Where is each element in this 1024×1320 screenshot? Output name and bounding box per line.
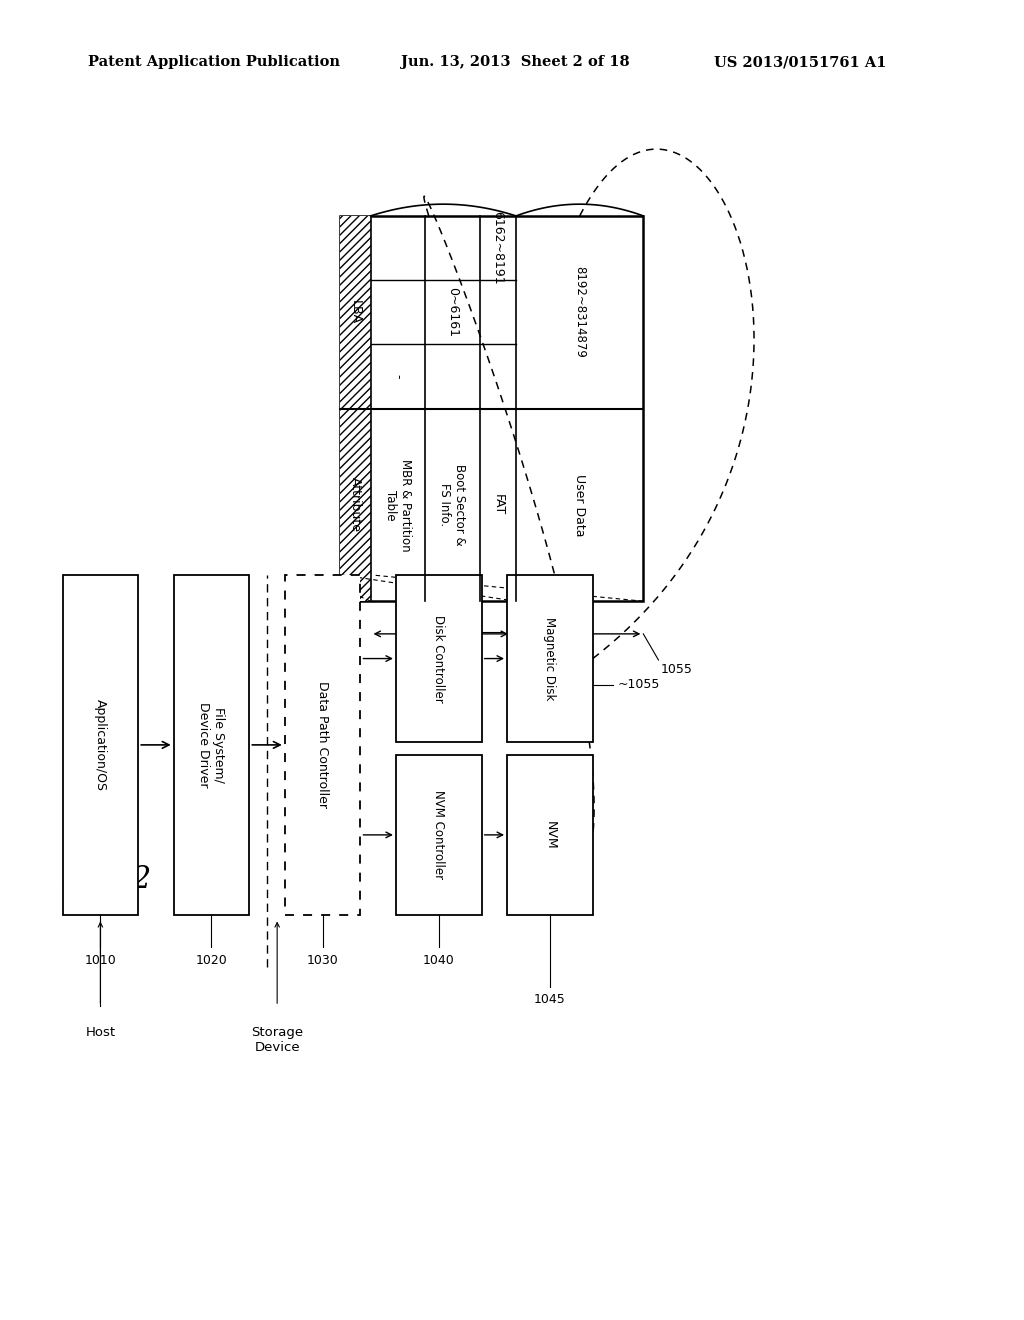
Bar	[507, 576, 593, 742]
Text: Application/OS: Application/OS	[94, 698, 106, 791]
Text: MBR & Partition
Table: MBR & Partition Table	[384, 458, 412, 552]
Text: User
Area: User Area	[565, 644, 594, 672]
Bar	[62, 576, 138, 915]
Text: 1020: 1020	[196, 954, 227, 966]
Text: Jun. 13, 2013  Sheet 2 of 18: Jun. 13, 2013 Sheet 2 of 18	[400, 55, 630, 69]
Text: ~1055: ~1055	[618, 678, 660, 692]
Text: Patent Application Publication: Patent Application Publication	[88, 55, 340, 69]
Text: 1010: 1010	[85, 954, 117, 966]
Bar	[340, 216, 643, 601]
Text: Attribute: Attribute	[349, 478, 361, 532]
Bar	[340, 216, 371, 601]
Text: NVM Controller: NVM Controller	[432, 791, 445, 879]
Text: US 2013/0151761 A1: US 2013/0151761 A1	[714, 55, 887, 69]
Text: FAT: FAT	[492, 494, 505, 516]
Text: -: -	[391, 374, 404, 379]
Text: 0~6161: 0~6161	[445, 288, 459, 337]
Text: Disk Controller: Disk Controller	[432, 615, 445, 702]
Text: Boot Sector &
FS Info.: Boot Sector & FS Info.	[438, 465, 466, 545]
Text: Data Path Controller: Data Path Controller	[316, 681, 329, 808]
Text: NVM: NVM	[544, 821, 556, 849]
Text: 1045: 1045	[534, 993, 565, 1006]
Bar	[285, 576, 360, 915]
Bar	[507, 755, 593, 915]
Text: Magnetic Disk: Magnetic Disk	[544, 616, 556, 700]
Text: LBA: LBA	[349, 300, 361, 325]
Text: User Data: User Data	[573, 474, 586, 536]
Bar	[396, 576, 481, 742]
Text: 8192~8314879: 8192~8314879	[573, 267, 586, 358]
Text: Storage
Device: Storage Device	[251, 1026, 303, 1053]
Text: 6162~8191: 6162~8191	[492, 211, 505, 285]
Text: Host: Host	[85, 1026, 116, 1039]
Text: File System/
Device Driver: File System/ Device Driver	[198, 702, 225, 788]
Text: Fig. 2: Fig. 2	[62, 865, 152, 895]
Text: ~1050: ~1050	[507, 626, 549, 639]
Bar	[396, 755, 481, 915]
Text: 1055: 1055	[660, 663, 692, 676]
Text: System
Area: System Area	[420, 644, 467, 672]
Bar	[174, 576, 250, 915]
Text: 1040: 1040	[423, 954, 455, 966]
Text: 1030: 1030	[307, 954, 339, 966]
